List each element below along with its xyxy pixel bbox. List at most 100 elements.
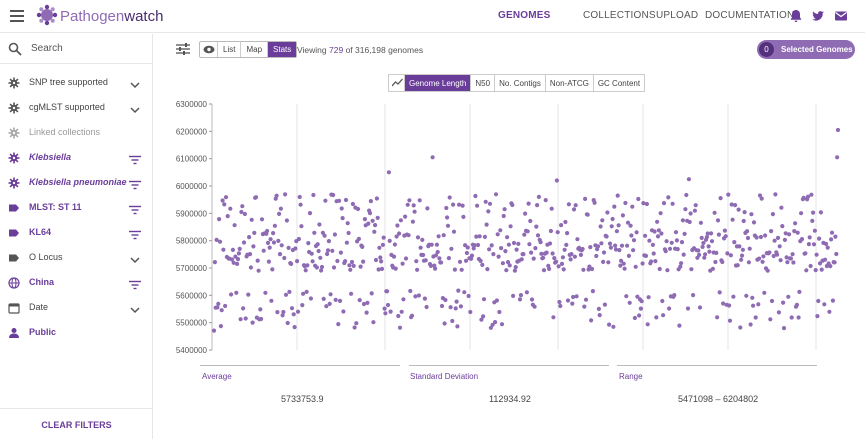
- data-point[interactable]: [503, 249, 508, 254]
- data-point[interactable]: [469, 253, 475, 258]
- data-point[interactable]: [722, 228, 728, 233]
- data-point[interactable]: [652, 229, 657, 234]
- data-point[interactable]: [566, 202, 571, 207]
- data-point[interactable]: [663, 249, 668, 254]
- data-point[interactable]: [632, 315, 637, 321]
- data-point[interactable]: [517, 297, 523, 302]
- data-point[interactable]: [557, 299, 562, 305]
- data-point[interactable]: [498, 228, 503, 233]
- data-point[interactable]: [794, 302, 800, 307]
- data-point[interactable]: [768, 317, 773, 322]
- data-point[interactable]: [379, 259, 384, 264]
- data-point[interactable]: [812, 228, 818, 233]
- data-point[interactable]: [212, 260, 217, 265]
- data-point[interactable]: [236, 251, 241, 256]
- search-bar[interactable]: Search: [0, 34, 153, 64]
- data-point[interactable]: [369, 291, 374, 296]
- data-point[interactable]: [295, 309, 301, 314]
- data-point[interactable]: [489, 243, 494, 248]
- data-point[interactable]: [477, 234, 482, 239]
- data-point[interactable]: [790, 252, 795, 257]
- data-point[interactable]: [625, 243, 630, 248]
- data-point[interactable]: [380, 242, 385, 247]
- chevron-down-icon[interactable]: [129, 77, 141, 89]
- data-point[interactable]: [242, 211, 247, 217]
- data-point[interactable]: [703, 252, 708, 257]
- data-point[interactable]: [283, 192, 288, 197]
- data-point[interactable]: [472, 243, 477, 248]
- data-point[interactable]: [536, 194, 541, 199]
- data-point[interactable]: [746, 260, 752, 265]
- data-point[interactable]: [572, 254, 577, 259]
- data-point[interactable]: [709, 239, 715, 244]
- data-point[interactable]: [553, 259, 559, 264]
- data-point[interactable]: [784, 255, 789, 260]
- data-point[interactable]: [691, 293, 696, 298]
- data-point[interactable]: [258, 307, 263, 312]
- metric-gc-content[interactable]: GC Content: [597, 79, 641, 88]
- nav-collections[interactable]: COLLECTIONS: [583, 10, 656, 21]
- data-point[interactable]: [789, 315, 794, 320]
- data-point[interactable]: [605, 210, 610, 215]
- data-point[interactable]: [680, 218, 686, 223]
- data-point[interactable]: [508, 224, 513, 229]
- data-point[interactable]: [659, 231, 664, 236]
- data-point[interactable]: [619, 243, 625, 248]
- data-point[interactable]: [667, 246, 673, 251]
- data-point[interactable]: [732, 240, 737, 245]
- data-point[interactable]: [220, 198, 225, 203]
- data-point[interactable]: [276, 238, 281, 243]
- data-point[interactable]: [420, 237, 425, 242]
- data-point[interactable]: [715, 315, 720, 320]
- data-point[interactable]: [608, 245, 613, 250]
- data-point[interactable]: [673, 230, 679, 235]
- data-point[interactable]: [349, 291, 354, 296]
- data-point[interactable]: [716, 232, 722, 237]
- data-point[interactable]: [522, 232, 527, 237]
- data-point[interactable]: [340, 216, 345, 221]
- data-point[interactable]: [259, 217, 265, 222]
- data-point[interactable]: [835, 127, 841, 133]
- data-point[interactable]: [541, 268, 547, 273]
- data-point[interactable]: [682, 231, 687, 236]
- data-point[interactable]: [778, 258, 783, 263]
- data-point[interactable]: [552, 256, 557, 261]
- data-point[interactable]: [828, 264, 833, 269]
- data-point[interactable]: [822, 302, 827, 307]
- data-point[interactable]: [616, 223, 621, 228]
- data-point[interactable]: [617, 248, 622, 253]
- data-point[interactable]: [332, 232, 337, 237]
- data-point[interactable]: [669, 240, 674, 245]
- data-point[interactable]: [391, 254, 397, 259]
- data-point[interactable]: [255, 258, 260, 263]
- data-point[interactable]: [592, 200, 597, 205]
- data-point[interactable]: [678, 264, 683, 269]
- data-point[interactable]: [548, 228, 553, 234]
- data-point[interactable]: [241, 240, 247, 245]
- data-point[interactable]: [827, 309, 832, 314]
- data-point[interactable]: [696, 248, 701, 253]
- data-point[interactable]: [383, 311, 388, 316]
- data-point[interactable]: [731, 294, 736, 299]
- data-point[interactable]: [502, 207, 507, 212]
- data-point[interactable]: [405, 202, 410, 207]
- data-point[interactable]: [581, 267, 586, 272]
- data-point[interactable]: [806, 242, 812, 247]
- data-point[interactable]: [607, 241, 613, 246]
- data-point[interactable]: [355, 206, 361, 212]
- data-point[interactable]: [590, 289, 595, 294]
- data-point[interactable]: [556, 264, 561, 269]
- data-point[interactable]: [787, 232, 792, 237]
- data-point[interactable]: [459, 267, 464, 272]
- data-point[interactable]: [749, 212, 754, 217]
- data-point[interactable]: [333, 297, 338, 302]
- data-point[interactable]: [351, 263, 356, 268]
- data-point[interactable]: [513, 265, 518, 270]
- data-point[interactable]: [561, 267, 566, 272]
- data-point[interactable]: [354, 321, 359, 326]
- data-point[interactable]: [765, 268, 770, 273]
- data-point[interactable]: [433, 253, 439, 258]
- data-point[interactable]: [799, 211, 804, 216]
- data-point[interactable]: [382, 306, 387, 311]
- data-point[interactable]: [689, 267, 694, 272]
